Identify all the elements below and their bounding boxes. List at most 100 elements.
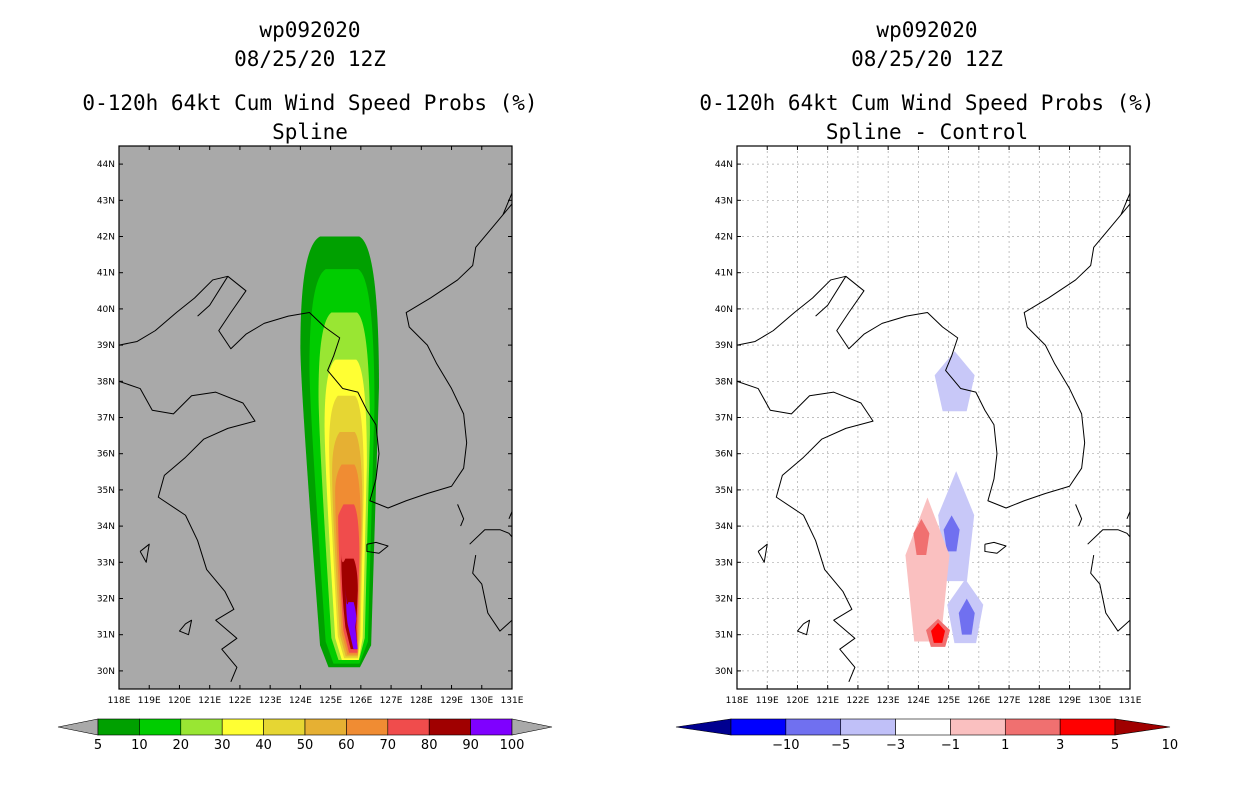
left-probability-contours: [300, 236, 379, 668]
x-tick-label: 126E: [349, 696, 372, 706]
coastline-4: [457, 504, 465, 527]
y-tick-label: 44N: [715, 160, 733, 170]
coastline-10: [139, 543, 150, 563]
colorbar-segment: [428, 718, 471, 736]
colorbar-segment: [470, 718, 513, 736]
anomaly-pos-6: [913, 518, 930, 555]
x-tick-label: 120E: [786, 696, 809, 706]
prob-contour-90: [345, 578, 358, 650]
colorbar-segment: [180, 718, 223, 736]
x-tick-label: 119E: [756, 696, 779, 706]
y-tick-label: 44N: [97, 160, 115, 170]
colorbar-label: 50: [297, 738, 314, 753]
colorbar-label: 5: [94, 738, 102, 753]
left-axes: 118E 119E 120E 121E 122E 123E 124E 125E 126E 127E…: [97, 146, 524, 706]
colorbar-segment: [1059, 718, 1116, 736]
y-tick-label: 40N: [97, 305, 115, 315]
y-tick-label: 36N: [97, 450, 115, 460]
right-panel: wp092020 08/25/20 12Z 0-120h 64kt Cum Wi…: [675, 18, 1179, 753]
x-tick-label: 130E: [1088, 696, 1111, 706]
coastline-1: [737, 380, 874, 682]
left-coastlines: [119, 192, 512, 682]
colorbar-label: 10: [131, 738, 148, 753]
x-tick-label: 118E: [726, 696, 749, 706]
x-tick-label: 130E: [470, 696, 493, 706]
colorbar-segment: [97, 718, 140, 736]
y-tick-label: 32N: [97, 595, 115, 605]
coastline-6: [472, 554, 512, 632]
right-title: 0-120h 64kt Cum Wind Speed Probs (%): [699, 91, 1154, 115]
colorbar-label: 1: [1001, 738, 1009, 753]
y-tick-label: 43N: [715, 196, 733, 206]
y-tick-label: 42N: [97, 233, 115, 243]
x-tick-label: 127E: [380, 696, 403, 706]
y-tick-label: 41N: [715, 269, 733, 279]
colorbar-segment: [221, 718, 264, 736]
x-tick-label: 118E: [108, 696, 131, 706]
colorbar-segment: [950, 718, 1006, 736]
y-tick-label: 31N: [97, 631, 115, 641]
x-tick-label: 122E: [228, 696, 251, 706]
anomaly-pos-8: [931, 622, 946, 643]
right-storm-id: wp092020: [876, 18, 977, 42]
left-subtitle: Spline: [272, 120, 348, 144]
right-difference-contours: [905, 351, 984, 647]
colorbar-segment: [895, 718, 951, 736]
x-tick-label: 126E: [967, 696, 990, 706]
y-tick-label: 39N: [715, 341, 733, 351]
y-tick-label: 39N: [97, 341, 115, 351]
colorbar-label: 10: [1162, 738, 1179, 753]
x-tick-label: 123E: [259, 696, 282, 706]
x-tick-label: 129E: [1058, 696, 1081, 706]
left-datetime: 08/25/20 12Z: [234, 47, 386, 71]
coastline-5: [469, 529, 512, 545]
left-panel: wp092020 08/25/20 12Z 0-120h 64kt Cum Wi…: [57, 18, 553, 753]
x-tick-label: 131E: [1119, 696, 1142, 706]
x-tick-label: 125E: [319, 696, 342, 706]
x-tick-label: 122E: [846, 696, 869, 706]
y-tick-label: 33N: [715, 558, 733, 568]
colorbar-segment: [346, 718, 389, 736]
colorbar-segment: [1004, 718, 1061, 736]
x-tick-label: 119E: [138, 696, 161, 706]
x-tick-label: 128E: [410, 696, 433, 706]
left-title: 0-120h 64kt Cum Wind Speed Probs (%): [82, 91, 537, 115]
colorbar-label: 20: [173, 738, 190, 753]
coastline-1: [119, 380, 256, 682]
right-gridlines: [737, 146, 1130, 689]
y-tick-label: 34N: [97, 522, 115, 532]
x-tick-label: 128E: [1028, 696, 1051, 706]
colorbar-label: 3: [1056, 738, 1064, 753]
colorbar-label: 90: [462, 738, 479, 753]
colorbar-label: −5: [831, 738, 850, 753]
coastline-5: [1087, 529, 1130, 545]
anomaly-neg-2: [943, 515, 960, 552]
y-tick-label: 32N: [715, 595, 733, 605]
colorbar-label: −10: [772, 738, 799, 753]
coastline-6: [1090, 554, 1130, 632]
anomaly-neg-4: [958, 598, 975, 635]
colorbar-segment: [304, 718, 347, 736]
colorbar-label: 80: [421, 738, 438, 753]
coastline-2: [815, 276, 847, 317]
colorbar-segment: [730, 718, 787, 736]
colorbar-label: 100: [500, 738, 525, 753]
y-tick-label: 40N: [715, 305, 733, 315]
x-tick-label: 124E: [289, 696, 312, 706]
x-tick-label: 129E: [440, 696, 463, 706]
coastline-3: [366, 541, 389, 554]
y-tick-label: 37N: [715, 414, 733, 424]
colorbar-label: 5: [1111, 738, 1119, 753]
colorbar-segment: [840, 718, 896, 736]
y-tick-label: 43N: [97, 196, 115, 206]
coastline-9: [178, 619, 193, 636]
y-tick-label: 38N: [715, 377, 733, 387]
y-tick-label: 35N: [97, 486, 115, 496]
y-tick-label: 38N: [97, 377, 115, 387]
x-tick-label: 127E: [998, 696, 1021, 706]
y-tick-label: 30N: [97, 667, 115, 677]
x-tick-label: 124E: [907, 696, 930, 706]
x-tick-label: 121E: [816, 696, 839, 706]
right-axes: 118E 119E 120E 121E 122E 123E 124E 125E 126E 127E…: [715, 146, 1142, 706]
